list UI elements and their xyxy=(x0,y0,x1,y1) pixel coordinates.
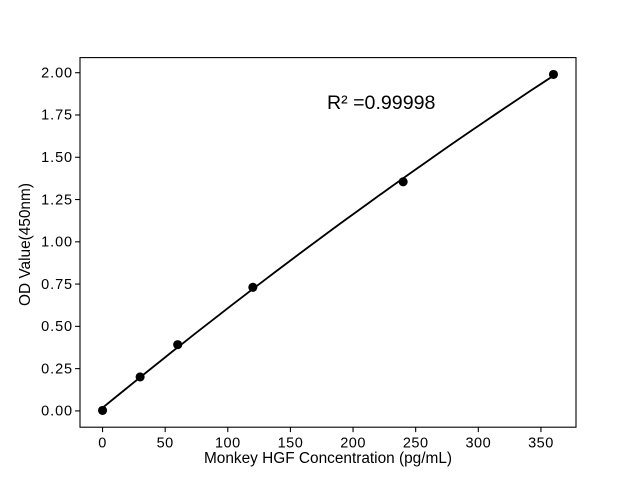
svg-text:0.75: 0.75 xyxy=(41,277,73,293)
svg-text:50: 50 xyxy=(157,436,174,452)
svg-text:1.75: 1.75 xyxy=(41,108,73,124)
svg-text:1.00: 1.00 xyxy=(41,235,73,251)
svg-text:300: 300 xyxy=(465,436,491,452)
svg-text:150: 150 xyxy=(278,436,304,452)
svg-text:2.00: 2.00 xyxy=(41,66,73,82)
svg-text:Monkey HGF Concentration (pg/m: Monkey HGF Concentration (pg/mL) xyxy=(204,450,452,467)
svg-text:0.25: 0.25 xyxy=(41,361,73,377)
svg-text:1.25: 1.25 xyxy=(41,192,73,208)
svg-text:OD Value(450nm): OD Value(450nm) xyxy=(17,183,34,306)
svg-text:200: 200 xyxy=(340,436,366,452)
svg-text:0.00: 0.00 xyxy=(41,404,73,420)
svg-text:350: 350 xyxy=(528,436,554,452)
svg-text:100: 100 xyxy=(215,436,241,452)
svg-text:1.50: 1.50 xyxy=(41,150,73,166)
svg-text:0: 0 xyxy=(98,436,107,452)
svg-text:0.50: 0.50 xyxy=(41,319,73,335)
svg-text:250: 250 xyxy=(403,436,429,452)
svg-text:R² =0.99998: R² =0.99998 xyxy=(327,92,435,114)
